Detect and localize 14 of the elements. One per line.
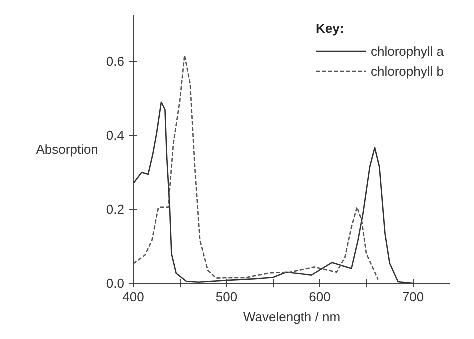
line-series bbox=[134, 102, 414, 284]
legend-title: Key: bbox=[316, 21, 346, 36]
legend-label: chlorophyll b bbox=[371, 64, 444, 78]
x-tick-label: 600 bbox=[309, 290, 331, 304]
x-axis-title: Wavelength / nm bbox=[243, 310, 341, 324]
y-tick-label: 0.6 bbox=[106, 54, 125, 70]
x-tick-label: 700 bbox=[402, 290, 424, 304]
legend-label: chlorophyll a bbox=[371, 44, 444, 58]
x-tick-label: 400 bbox=[122, 290, 144, 304]
y-axis-title: Absorption bbox=[36, 142, 98, 157]
y-tick-label: 0.2 bbox=[106, 202, 125, 218]
y-tick-label: 0.0 bbox=[106, 276, 125, 291]
y-tick-label: 0.4 bbox=[106, 128, 125, 144]
x-tick-label: 500 bbox=[216, 290, 238, 304]
